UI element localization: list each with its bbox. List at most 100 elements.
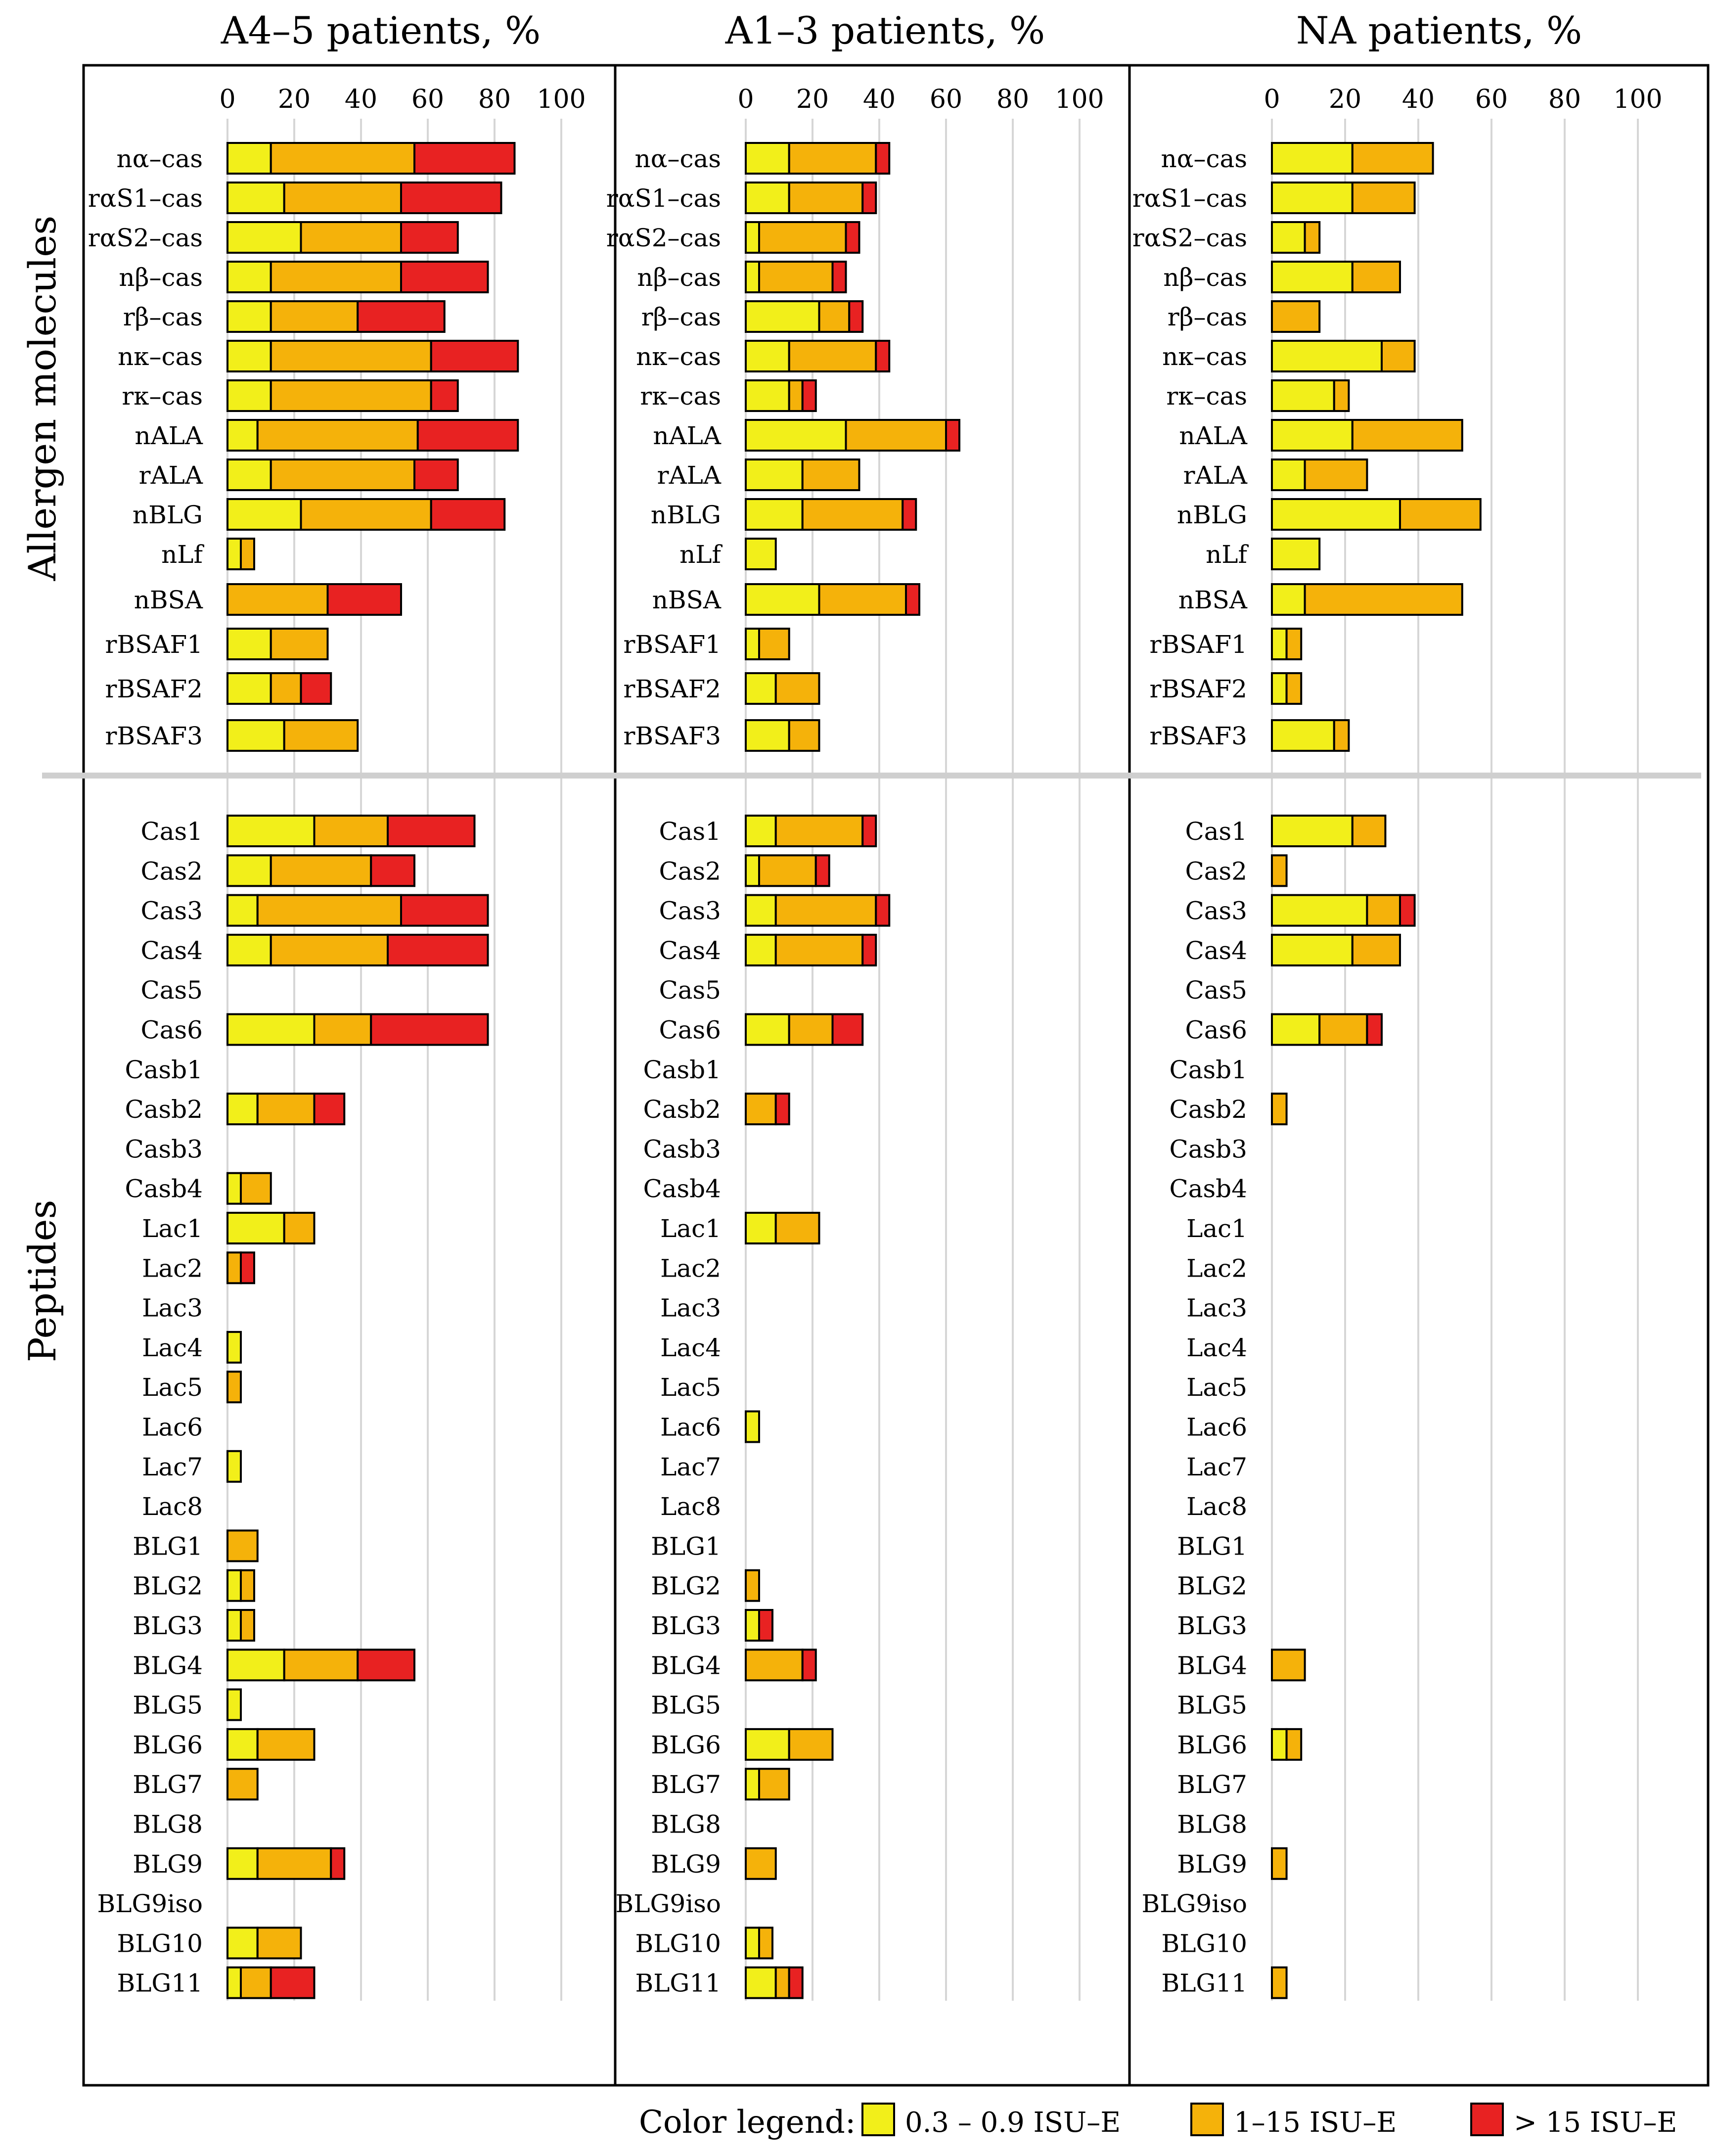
bar-a13-nblg-s3: [902, 498, 917, 531]
bar-a45-blg5-s1: [226, 1688, 242, 1721]
category-label-a45-blg3: BLG3: [133, 1611, 203, 1640]
category-label-na-blg3: BLG3: [1177, 1611, 1247, 1640]
category-label-na-n-cas: nα–cas: [1161, 144, 1247, 173]
tick-label-a45-60: 60: [411, 85, 444, 114]
category-label-na-cas3: Cas3: [1185, 897, 1247, 925]
bar-a13-blg4-s2: [745, 1649, 804, 1682]
category-label-a45-lac7: Lac7: [142, 1453, 203, 1481]
bar-a13-n-cas-s1: [745, 261, 760, 293]
bar-a45-n-cas-s3: [413, 142, 516, 175]
category-label-a13-n-cas: nα–cas: [635, 144, 721, 173]
bar-a13-nlf-s1: [745, 538, 777, 570]
bar-a13-n-cas-s3: [875, 142, 891, 175]
category-label-a13-blg10: BLG10: [635, 1929, 721, 1958]
bar-a45-nala-s3: [416, 419, 519, 452]
bar-a13-rbsaf1-s1: [745, 628, 760, 660]
bar-a45-blg3-s2: [240, 1609, 255, 1642]
bar-na-cas2-s2: [1271, 854, 1288, 887]
bar-a13-blg10-s2: [758, 1927, 773, 1960]
tick-label-a13-80: 80: [996, 85, 1029, 114]
bar-a45-n-cas-s1: [226, 340, 272, 372]
bar-a45-cas2-s1: [226, 854, 272, 887]
bar-a45-r-s2-cas-s2: [300, 221, 402, 254]
bar-a13-blg10-s1: [745, 1927, 760, 1960]
bar-na-blg6-s2: [1285, 1728, 1303, 1761]
bar-a45-r-cas-s1: [226, 300, 272, 333]
category-label-a13-cas5: Cas5: [659, 976, 721, 1005]
bar-a13-rbsaf3-s1: [745, 719, 790, 752]
bar-na-n-cas-s1: [1271, 340, 1383, 372]
bar-a13-cas1-s3: [861, 815, 877, 847]
bar-a45-lac1-s2: [283, 1212, 316, 1244]
bar-a13-blg9-s2: [745, 1847, 777, 1880]
category-label-na-nlf: nLf: [1206, 540, 1249, 569]
tick-label-a13-20: 20: [796, 85, 829, 114]
category-label-a13-n-cas: nκ–cas: [636, 342, 721, 371]
category-label-na-lac3: Lac3: [1186, 1294, 1247, 1323]
category-label-a45-nbsa: nBSA: [134, 586, 203, 614]
category-label-a45-rbsaf1: rBSAF1: [105, 630, 203, 659]
category-label-a45-blg5: BLG5: [133, 1691, 203, 1720]
bar-a45-nblg-s1: [226, 498, 302, 531]
bar-a13-n-cas-s2: [758, 261, 834, 293]
axis-labels: 0 20 40 60 80 100 nα–cas rαS1–cas rαS2–cas nβ–cas…: [88, 85, 1663, 1998]
tick-label-na-0: 0: [1264, 85, 1280, 114]
legend-title: Color legend:: [639, 2104, 856, 2141]
category-label-a45-blg7: BLG7: [133, 1770, 203, 1799]
bar-a13-blg3-s1: [745, 1609, 760, 1642]
tick-label-a45-0: 0: [219, 85, 235, 114]
category-label-na-casb2: Casb2: [1169, 1095, 1247, 1124]
category-label-na-rala: rALA: [1183, 461, 1248, 490]
bar-a45-n-cas-s2: [270, 142, 415, 175]
tick-label-na-60: 60: [1475, 85, 1508, 114]
category-label-a13-lac2: Lac2: [660, 1254, 721, 1283]
tick-label-a13-40: 40: [863, 85, 896, 114]
bar-na-n-cas-s1: [1271, 142, 1354, 175]
category-label-a45-blg4: BLG4: [133, 1651, 203, 1680]
category-label-na-blg9iso: BLG9iso: [1142, 1889, 1247, 1918]
category-label-na-lac4: Lac4: [1186, 1333, 1247, 1362]
category-label-a45-n-cas: nβ–cas: [119, 263, 203, 292]
tick-label-a45-100: 100: [537, 85, 586, 114]
bar-a13-nblg-s1: [745, 498, 804, 531]
legend-label-low: 0.3 – 0.9 ISU–E: [905, 2107, 1121, 2139]
bar-a13-r-s1-cas-s3: [861, 182, 877, 214]
category-label-na-lac8: Lac8: [1186, 1492, 1247, 1521]
bar-a13-n-cas-s3: [831, 261, 847, 293]
panel-title-a13: A1–3 patients, %: [725, 8, 1045, 52]
bar-a45-blg4-s2: [283, 1649, 359, 1682]
bar-a13-n-cas-s3: [875, 340, 891, 372]
bar-a45-nala-s2: [256, 419, 419, 452]
bar-a45-r-s1-cas-s3: [400, 182, 502, 214]
category-label-na-lac7: Lac7: [1186, 1453, 1247, 1481]
bar-a45-blg9-s2: [256, 1847, 332, 1880]
category-label-na-blg10: BLG10: [1161, 1929, 1247, 1958]
category-label-na-r-cas: rβ–cas: [1168, 303, 1247, 331]
bar-a45-cas6-s3: [370, 1013, 489, 1046]
bar-a45-n-cas-s3: [400, 261, 489, 293]
bar-na-cas6-s2: [1318, 1013, 1368, 1046]
bar-na-blg6-s1: [1271, 1728, 1288, 1761]
category-label-na-n-cas: nκ–cas: [1162, 342, 1247, 371]
bar-a45-cas1-s1: [226, 815, 316, 847]
category-label-na-casb4: Casb4: [1169, 1175, 1247, 1203]
category-label-na-cas2: Cas2: [1185, 857, 1247, 885]
category-label-a45-casb4: Casb4: [125, 1175, 203, 1203]
legend: Color legend: 0.3 – 0.9 ISU–E 1–15 ISU–E…: [639, 2103, 1677, 2141]
bar-na-n-cas-s2: [1351, 142, 1434, 175]
category-label-a45-r-cas: rκ–cas: [122, 382, 203, 411]
category-label-na-blg9: BLG9: [1177, 1850, 1247, 1879]
category-label-a45-r-s2-cas: rαS2–cas: [88, 224, 203, 252]
bar-a13-blg11-s2: [774, 1966, 790, 1999]
bar-a13-cas6-s3: [831, 1013, 864, 1046]
category-label-a45-cas4: Cas4: [140, 936, 203, 965]
category-label-a45-rbsaf2: rBSAF2: [105, 675, 203, 703]
bar-a45-nblg-s3: [430, 498, 506, 531]
bar-a45-blg11-s1: [226, 1966, 242, 1999]
category-label-a45-blg1: BLG1: [133, 1532, 203, 1560]
bar-na-cas4-s1: [1271, 933, 1354, 966]
category-label-a45-lac6: Lac6: [142, 1413, 203, 1442]
bar-a13-blg7-s2: [758, 1768, 790, 1801]
bar-a45-nblg-s2: [300, 498, 432, 531]
bar-na-blg4-s2: [1271, 1649, 1306, 1682]
